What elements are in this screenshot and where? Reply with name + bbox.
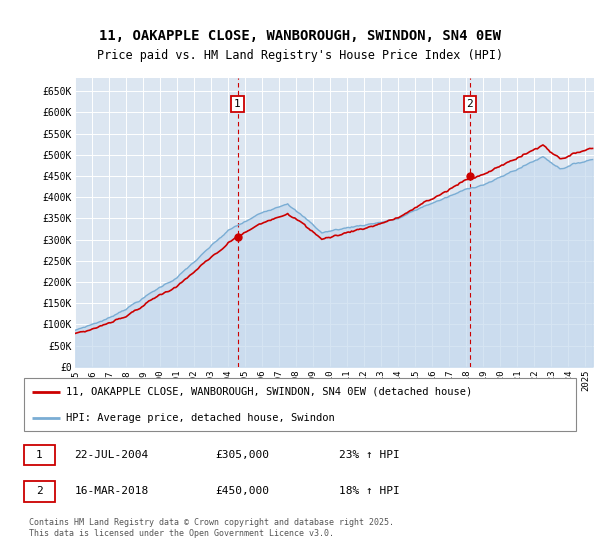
Text: 22-JUL-2004: 22-JUL-2004 [74,450,149,460]
Text: Price paid vs. HM Land Registry's House Price Index (HPI): Price paid vs. HM Land Registry's House … [97,49,503,63]
FancyBboxPatch shape [23,378,577,431]
Text: 16-MAR-2018: 16-MAR-2018 [74,487,149,496]
FancyBboxPatch shape [23,481,55,502]
Text: 2: 2 [36,487,43,496]
Text: 2: 2 [467,99,473,109]
Text: 1: 1 [234,99,241,109]
Text: 1: 1 [36,450,43,460]
Text: £305,000: £305,000 [215,450,269,460]
Text: 18% ↑ HPI: 18% ↑ HPI [340,487,400,496]
Text: £450,000: £450,000 [215,487,269,496]
Text: 11, OAKAPPLE CLOSE, WANBOROUGH, SWINDON, SN4 0EW (detached house): 11, OAKAPPLE CLOSE, WANBOROUGH, SWINDON,… [66,386,472,396]
FancyBboxPatch shape [23,445,55,465]
Text: Contains HM Land Registry data © Crown copyright and database right 2025.
This d: Contains HM Land Registry data © Crown c… [29,517,394,539]
Text: 11, OAKAPPLE CLOSE, WANBOROUGH, SWINDON, SN4 0EW: 11, OAKAPPLE CLOSE, WANBOROUGH, SWINDON,… [99,29,501,44]
Text: HPI: Average price, detached house, Swindon: HPI: Average price, detached house, Swin… [66,413,335,423]
Text: 23% ↑ HPI: 23% ↑ HPI [340,450,400,460]
